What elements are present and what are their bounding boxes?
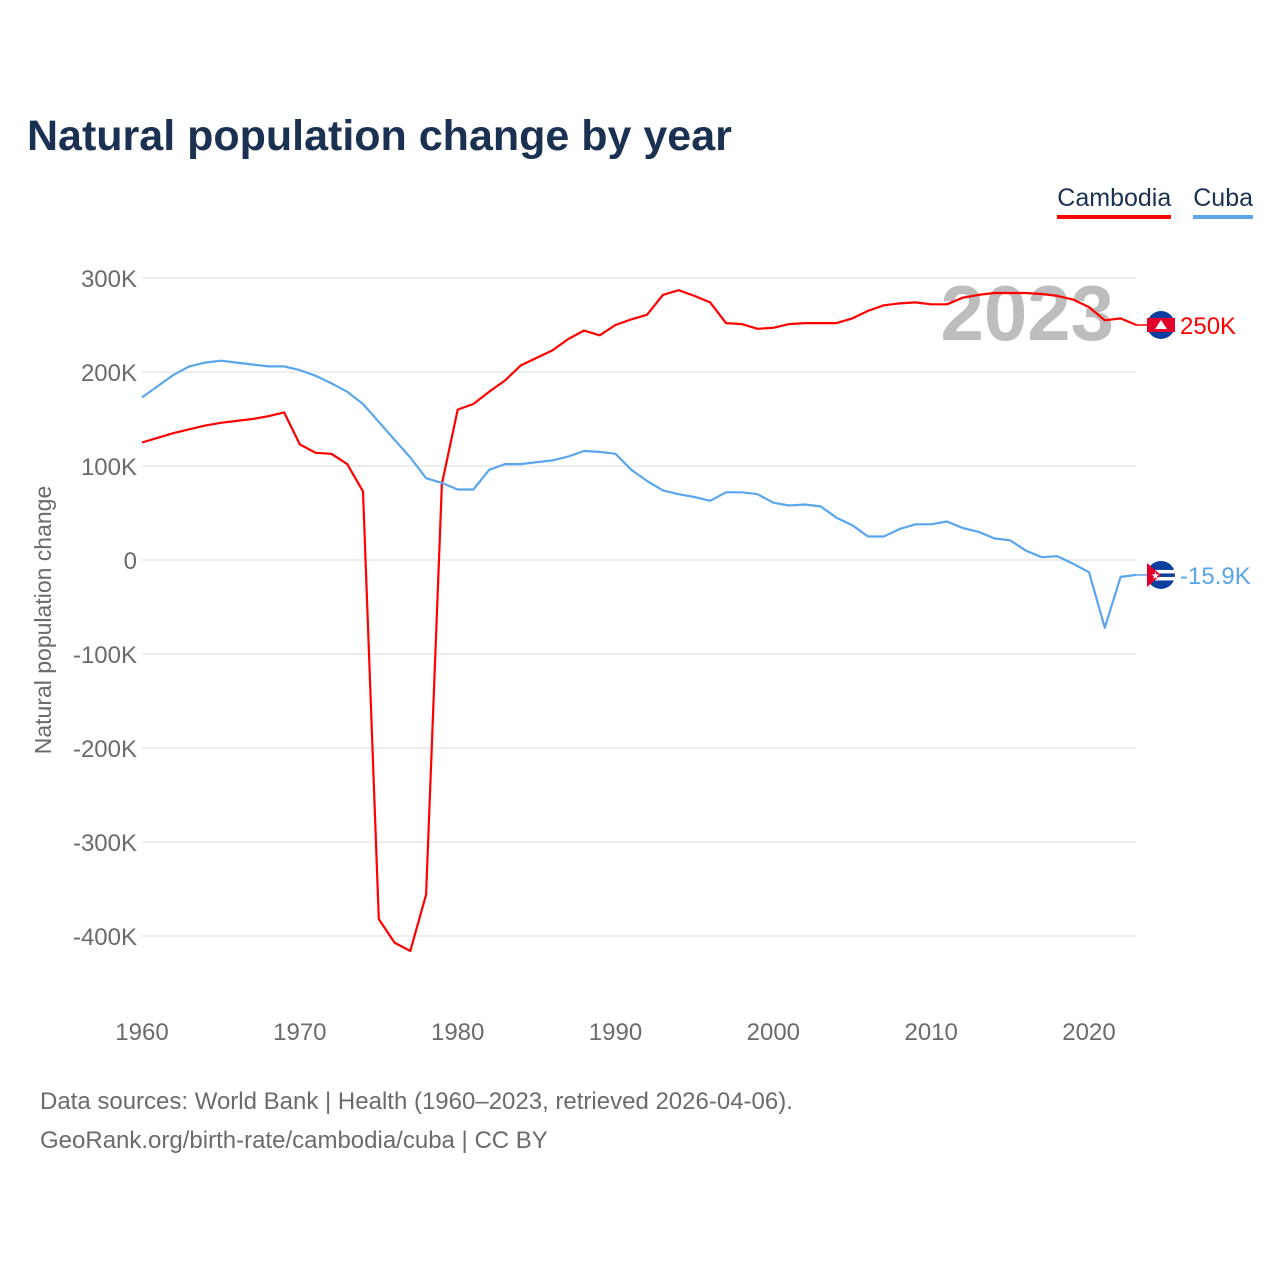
x-tick-label: 1960	[115, 1019, 168, 1046]
x-tick-label: 1990	[589, 1019, 642, 1046]
y-tick-label: 300K	[81, 266, 137, 293]
chart-title: Natural population change by year	[27, 112, 732, 160]
source-url: GeoRank.org/birth-rate/cambodia/cuba | C…	[40, 1127, 548, 1154]
y-tick-label: -300K	[73, 830, 137, 857]
end-value-label: 250K	[1180, 313, 1236, 340]
source-note: Data sources: World Bank | Health (1960–…	[40, 1088, 793, 1115]
x-tick-label: 1970	[273, 1019, 326, 1046]
legend-item-cuba[interactable]: Cuba	[1193, 184, 1253, 219]
series-line-cambodia	[141, 289, 1137, 953]
legend-item-cambodia[interactable]: Cambodia	[1057, 184, 1172, 219]
x-tick-label: 1980	[431, 1019, 484, 1046]
year-watermark: 2023	[940, 269, 1114, 357]
y-tick-label: -200K	[73, 736, 137, 763]
x-tick-label: 2000	[747, 1019, 800, 1046]
y-axis-label: Natural population change	[30, 486, 56, 755]
legend: Cambodia Cuba	[1057, 184, 1253, 219]
end-value-label: -15.9K	[1180, 563, 1251, 590]
flag-star-icon: ★	[1151, 571, 1160, 582]
y-tick-label: -100K	[73, 642, 137, 669]
y-tick-label: -400K	[73, 924, 137, 951]
flag-temple-icon	[1155, 320, 1167, 329]
flag-stripe	[1147, 576, 1175, 581]
flag-stripe	[1147, 569, 1175, 574]
flag-triangle	[1147, 562, 1161, 587]
series-line-cuba	[141, 359, 1137, 629]
x-tick-label: 2010	[904, 1019, 957, 1046]
y-tick-label: 100K	[81, 454, 137, 481]
y-tick-label: 0	[124, 548, 137, 575]
x-tick-label: 2020	[1062, 1019, 1115, 1046]
y-tick-label: 200K	[81, 360, 137, 387]
